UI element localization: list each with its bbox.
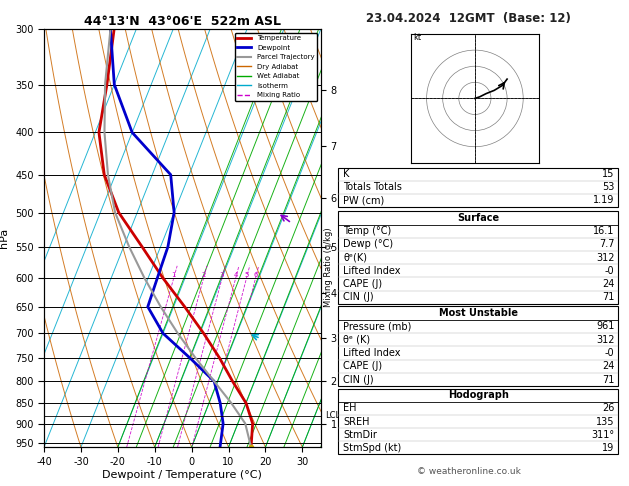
Title: 44°13'N  43°06'E  522m ASL: 44°13'N 43°06'E 522m ASL [84, 15, 281, 28]
Text: 5: 5 [244, 272, 248, 278]
Text: © weatheronline.co.uk: © weatheronline.co.uk [416, 467, 521, 476]
Text: Temp (°C): Temp (°C) [343, 226, 392, 236]
Text: Dewp (°C): Dewp (°C) [343, 240, 394, 249]
Text: 312: 312 [596, 334, 615, 345]
Text: Surface: Surface [457, 213, 499, 223]
Legend: Temperature, Dewpoint, Parcel Trajectory, Dry Adiabat, Wet Adiabat, Isotherm, Mi: Temperature, Dewpoint, Parcel Trajectory… [235, 33, 317, 101]
Text: 23.04.2024  12GMT  (Base: 12): 23.04.2024 12GMT (Base: 12) [366, 12, 571, 25]
Text: StmSpd (kt): StmSpd (kt) [343, 443, 402, 453]
Text: CAPE (J): CAPE (J) [343, 279, 382, 289]
Text: 16.1: 16.1 [593, 226, 615, 236]
Text: Mixing Ratio (g/kg): Mixing Ratio (g/kg) [324, 227, 333, 307]
Text: StmDir: StmDir [343, 430, 377, 440]
Text: Lifted Index: Lifted Index [343, 348, 401, 358]
Text: CIN (J): CIN (J) [343, 292, 374, 302]
Text: Totals Totals: Totals Totals [343, 182, 403, 192]
Text: 19: 19 [603, 443, 615, 453]
Text: CIN (J): CIN (J) [343, 375, 374, 385]
Text: 24: 24 [602, 361, 615, 371]
Text: Hodograph: Hodograph [448, 390, 509, 400]
Text: 24: 24 [602, 279, 615, 289]
Text: 1: 1 [172, 272, 176, 278]
Text: Pressure (mb): Pressure (mb) [343, 321, 412, 331]
Text: 961: 961 [596, 321, 615, 331]
Text: 135: 135 [596, 417, 615, 427]
Text: 1.19: 1.19 [593, 195, 615, 205]
Text: CAPE (J): CAPE (J) [343, 361, 382, 371]
Text: 311°: 311° [591, 430, 615, 440]
Text: 3: 3 [220, 272, 225, 278]
Text: LCL: LCL [325, 411, 340, 420]
Text: 53: 53 [602, 182, 615, 192]
Text: 6: 6 [253, 272, 258, 278]
Text: SREH: SREH [343, 417, 370, 427]
Text: 26: 26 [602, 403, 615, 414]
Text: 312: 312 [596, 253, 615, 262]
Text: 15: 15 [602, 169, 615, 179]
Text: -0: -0 [605, 348, 615, 358]
Text: 4: 4 [233, 272, 238, 278]
Text: EH: EH [343, 403, 357, 414]
Text: -0: -0 [605, 266, 615, 276]
Text: PW (cm): PW (cm) [343, 195, 385, 205]
Text: Most Unstable: Most Unstable [439, 308, 518, 318]
Text: 2: 2 [201, 272, 206, 278]
Text: 7.7: 7.7 [599, 240, 615, 249]
Text: K: K [343, 169, 350, 179]
X-axis label: Dewpoint / Temperature (°C): Dewpoint / Temperature (°C) [103, 469, 262, 480]
Text: θᵉ(K): θᵉ(K) [343, 253, 367, 262]
Y-axis label: hPa: hPa [0, 228, 9, 248]
Text: kt: kt [414, 34, 422, 42]
Y-axis label: km
ASL: km ASL [353, 238, 371, 260]
Text: Lifted Index: Lifted Index [343, 266, 401, 276]
Text: 71: 71 [602, 375, 615, 385]
Text: θᵉ (K): θᵉ (K) [343, 334, 370, 345]
Text: 71: 71 [602, 292, 615, 302]
